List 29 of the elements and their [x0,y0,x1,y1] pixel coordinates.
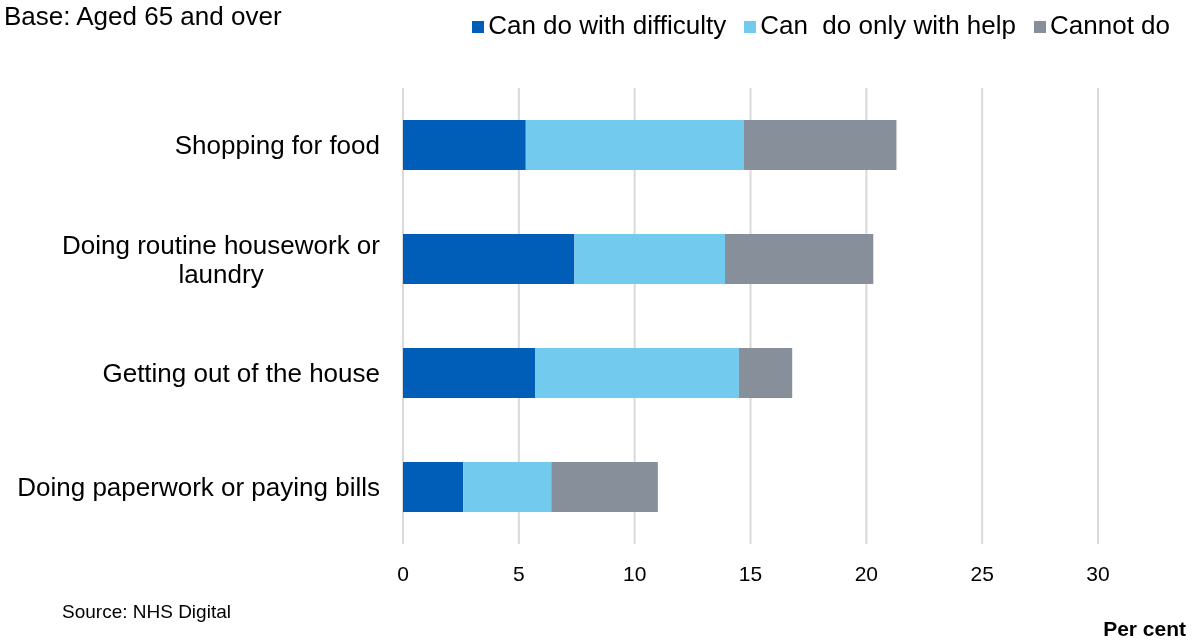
x-tick-label: 0 [397,561,409,585]
x-tick-label: 25 [970,561,994,585]
bar [403,347,536,398]
legend-label: Cannot do [1050,10,1170,40]
y-tick-label: Shopping for food [174,130,381,161]
bar [403,233,575,284]
bar [403,119,526,170]
y-tick-label: Doing routine housework or laundry [62,229,381,289]
x-axis-title: Per cent [1103,617,1186,641]
bar [403,461,464,512]
x-tick-label: 5 [512,561,525,585]
bar [463,461,552,512]
text: Base: Aged 65 and over [4,1,282,31]
bar [738,347,793,398]
bar [525,119,744,170]
y-tick-label: Getting out of the house [102,358,381,389]
bar [551,461,658,512]
x-tick-label: 30 [1086,561,1110,585]
legend-label: Can do with difficulty [488,10,727,40]
bar [535,347,739,398]
x-tick-label: 20 [854,561,879,585]
source-note: Source: NHS Digital [62,600,231,624]
x-tick-label: 15 [738,561,763,585]
bar [725,233,874,284]
x-tick-label: 10 [622,561,647,585]
legend-label: Can do only with help [760,10,1017,40]
bar [574,233,726,284]
bar [743,119,897,170]
y-tick-label: Doing paperwork or paying bills [17,472,380,503]
